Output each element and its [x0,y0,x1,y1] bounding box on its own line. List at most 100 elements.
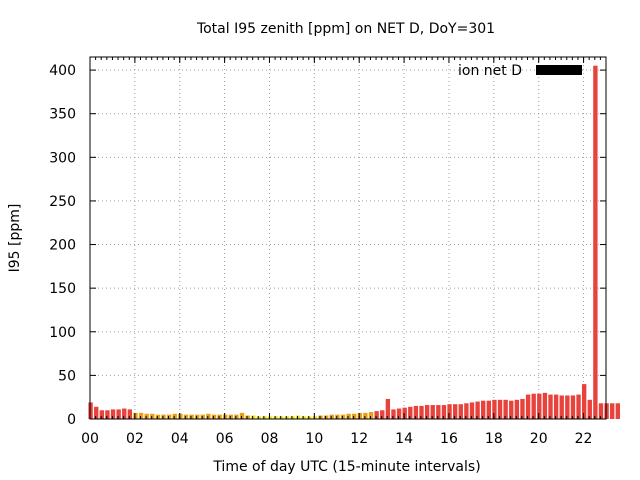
bar [295,415,301,419]
bar [239,412,245,419]
bar [565,395,570,419]
x-tick-label: 22 [575,431,593,447]
bar [335,414,340,419]
y-tick-label: 50 [58,368,76,384]
bars [88,65,621,419]
bar [363,412,368,419]
bar [279,416,284,419]
bar [447,404,452,419]
bar [542,392,548,419]
bar [352,413,357,419]
x-tick-label: 06 [216,431,234,447]
bar [548,394,553,419]
bar [559,395,564,419]
bar [340,414,346,419]
legend: ion net D [458,63,582,79]
y-tick-label: 150 [49,281,76,297]
bar [144,413,149,419]
bar [245,415,250,419]
bar [105,410,110,419]
bar [509,400,514,419]
x-tick-label: 12 [350,431,368,447]
bar [402,407,407,419]
bar [301,416,306,419]
bar [312,416,318,419]
bar [155,414,161,419]
bar [497,399,503,419]
bar [380,410,385,419]
bar [178,413,183,419]
y-tick-label: 200 [49,238,76,254]
y-tick-label: 300 [49,150,76,166]
bar [116,409,121,419]
bar [419,405,424,419]
bar [385,398,391,419]
bar [464,403,469,419]
bar [110,409,116,419]
bar [122,408,127,419]
bar [88,402,93,419]
bar [273,416,278,419]
bar [251,415,256,419]
bar [161,414,166,419]
grid [90,57,606,419]
bar [150,413,155,419]
x-tick-label: 14 [395,431,413,447]
bar [576,394,581,419]
ticks: 0 50 100 150 200 250 300 350 400 00 02 04 06 08 10 12 14… [49,57,607,447]
bar [256,416,262,419]
bar [615,403,621,419]
x-tick-label: 18 [485,431,503,447]
y-tick-label: 250 [49,194,76,210]
bar [481,400,486,419]
bar [138,412,144,419]
bar [441,405,447,419]
y-tick-label: 0 [67,412,76,428]
x-tick-label: 00 [81,431,99,447]
bar [357,412,363,419]
bar [166,414,172,419]
bar [374,411,379,419]
x-tick-label: 04 [171,431,189,447]
bar [413,405,419,419]
bar [211,414,217,419]
bar [604,403,609,419]
bar [368,412,374,419]
bar [408,406,413,419]
bar [452,404,458,419]
bar [318,415,323,419]
bar [593,65,598,419]
bar [475,401,480,419]
bar [391,409,396,419]
bar [262,416,267,419]
y-axis-label: I95 [ppm] [7,204,23,273]
bar [290,416,295,419]
bar [436,405,441,419]
bar [189,414,194,419]
bar [183,414,189,419]
bar [217,414,222,419]
bar [537,393,542,419]
bar [486,400,492,419]
x-tick-label: 08 [261,431,279,447]
bar [581,384,587,419]
bar [598,403,604,419]
x-tick-label: 20 [530,431,548,447]
x-tick-label: 16 [440,431,458,447]
bar [424,405,430,419]
y-tick-label: 350 [49,107,76,123]
bar [525,394,531,419]
y-tick-label: 400 [49,63,76,79]
bar [531,393,536,419]
bar [133,412,138,419]
bar [503,399,508,419]
bar [610,403,615,419]
chart-title: Total I95 zenith [ppm] on NET D, DoY=301 [196,21,495,37]
bar [234,414,239,419]
x-tick-label: 02 [126,431,144,447]
x-tick-label: 10 [305,431,323,447]
bar [200,414,205,419]
bar [99,410,105,419]
bar [570,395,576,419]
